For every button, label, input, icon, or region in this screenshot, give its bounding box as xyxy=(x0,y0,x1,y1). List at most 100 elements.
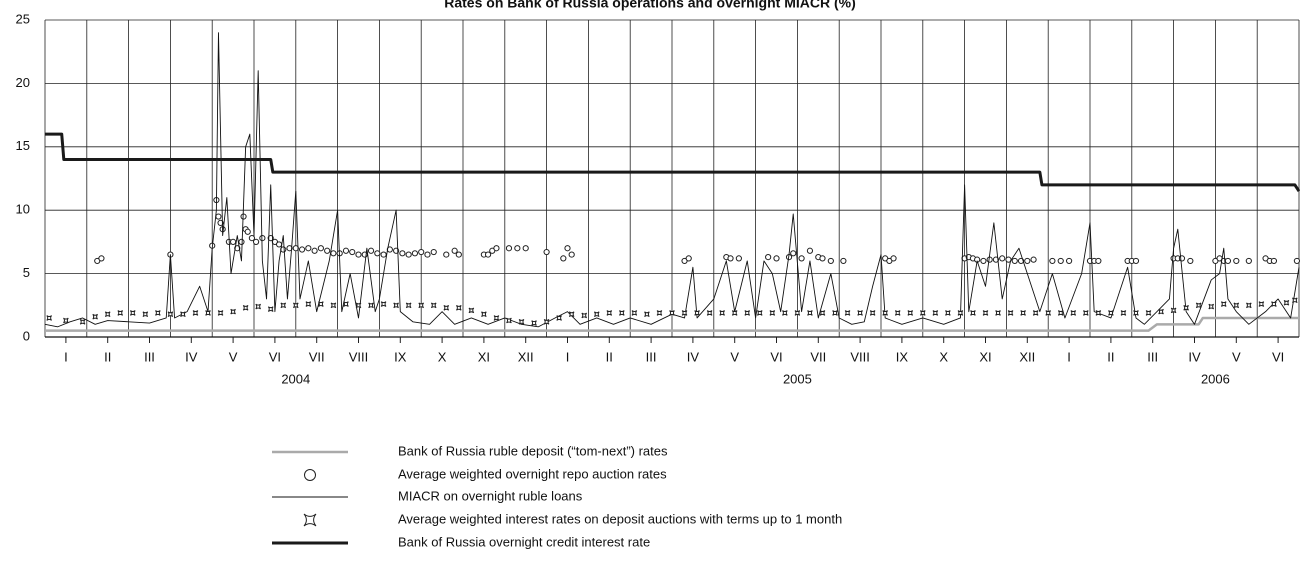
repo-point xyxy=(305,245,312,252)
x-tick-label: IV xyxy=(687,349,700,364)
series-line xyxy=(44,32,1300,328)
deposit-auction-point xyxy=(167,311,174,317)
x-tick-label: XII xyxy=(518,349,534,364)
repo-point xyxy=(330,250,337,257)
deposit-auction-point xyxy=(1195,302,1202,309)
repo-point xyxy=(1224,257,1232,265)
y-tick-label: 0 xyxy=(23,328,30,343)
deposit-auction-point xyxy=(995,310,1001,316)
deposit-auction-point xyxy=(1233,302,1240,309)
x-tick-label: I xyxy=(1067,349,1071,364)
series-line xyxy=(45,132,1300,193)
deposit-auction-point xyxy=(1220,301,1227,307)
deposit-auction-point xyxy=(1258,301,1265,307)
deposit-auction-point xyxy=(518,318,525,325)
x-tick-label: X xyxy=(939,349,948,364)
y-tick-label: 5 xyxy=(23,265,30,280)
repo-point xyxy=(819,255,826,262)
deposit-auction-point xyxy=(882,310,888,316)
repo-point xyxy=(244,228,251,235)
repo-point xyxy=(380,251,387,258)
x-tick-label: III xyxy=(646,349,657,364)
repo-point xyxy=(999,255,1006,262)
repo-point xyxy=(727,255,734,262)
repo-point xyxy=(217,219,224,226)
deposit-auction-point xyxy=(230,308,236,315)
deposit-auction-point xyxy=(255,303,261,310)
chart-title: Rates on Bank of Russia operations and o… xyxy=(444,0,856,11)
deposit-auction-point xyxy=(844,310,851,316)
deposit-auction-point xyxy=(669,310,675,316)
deposit-auction-point xyxy=(104,311,111,317)
y-tick-label: 25 xyxy=(16,11,30,26)
deposit-auction-point xyxy=(919,310,926,316)
deposit-auction-point xyxy=(180,311,186,317)
deposit-auction-point xyxy=(142,311,149,317)
x-tick-label: V xyxy=(730,349,739,364)
deposit-auction-point xyxy=(556,315,562,321)
deposit-auction-point xyxy=(305,301,312,307)
y-tick-label: 10 xyxy=(16,202,30,217)
deposit-auction-point xyxy=(819,310,826,316)
x-tick-label: VIII xyxy=(850,349,870,364)
legend-label: Average weighted interest rates on depos… xyxy=(398,511,842,526)
deposit-auction-point xyxy=(506,317,512,324)
repo-point xyxy=(543,248,550,256)
x-tick-label: XI xyxy=(979,349,991,364)
repo-point xyxy=(367,247,375,254)
deposit-auction-point xyxy=(857,310,863,316)
deposit-auction-point xyxy=(1271,301,1277,307)
deposit-auction-point xyxy=(280,302,287,309)
x-tick-label: IX xyxy=(394,349,407,364)
deposit-auction-point xyxy=(1070,310,1077,316)
repo-point xyxy=(215,213,222,220)
repo-point xyxy=(765,254,772,261)
repo-point xyxy=(773,255,780,262)
deposit-auction-point xyxy=(719,310,725,316)
repo-point xyxy=(238,238,245,245)
deposit-auction-point xyxy=(1045,310,1052,316)
repo-point xyxy=(399,250,406,257)
deposit-auction-point xyxy=(945,310,951,316)
deposit-auction-point xyxy=(443,305,450,311)
repo-point xyxy=(840,257,847,265)
x-tick-label: I xyxy=(566,349,570,364)
repo-point xyxy=(1049,257,1056,265)
repo-point xyxy=(1011,257,1018,265)
deposit-auction-point xyxy=(832,310,838,316)
legend-label: MIACR on overnight ruble loans xyxy=(398,488,583,503)
deposit-auction-point xyxy=(405,302,412,309)
deposit-auction-point xyxy=(970,310,976,316)
repo-point xyxy=(98,255,105,262)
x-tick-label: II xyxy=(606,349,613,364)
repo-point xyxy=(685,255,692,262)
deposit-auction-point xyxy=(1057,310,1064,316)
deposit-auction-point xyxy=(1007,310,1014,316)
deposit-auction-point xyxy=(79,318,86,325)
legend-label: Average weighted overnight repo auction … xyxy=(398,466,667,481)
year-label: 2006 xyxy=(1201,371,1230,386)
deposit-auction-point xyxy=(894,310,901,316)
x-tick-label: IV xyxy=(185,349,198,364)
series-line xyxy=(45,316,1299,332)
repo-point xyxy=(1233,257,1240,265)
deposit-auction-point xyxy=(681,310,688,316)
deposit-auction-point xyxy=(129,310,136,316)
repo-point xyxy=(1270,257,1278,265)
deposit-auction-point xyxy=(1170,307,1177,314)
repo-point xyxy=(455,251,462,258)
deposit-auction-point xyxy=(468,307,475,314)
year-label: 2005 xyxy=(783,371,812,386)
x-tick-label: II xyxy=(1107,349,1114,364)
deposit-auction-point xyxy=(343,301,349,307)
repo-point xyxy=(1030,256,1037,263)
x-tick-label: XII xyxy=(1019,349,1035,364)
deposit-auction-point xyxy=(481,311,487,317)
deposit-auction-point xyxy=(393,302,399,309)
deposit-auction-point xyxy=(794,310,801,316)
repo-point xyxy=(1293,257,1300,265)
repo-point xyxy=(790,250,797,257)
repo-point xyxy=(1187,257,1194,265)
deposit-auction-point xyxy=(656,310,663,316)
